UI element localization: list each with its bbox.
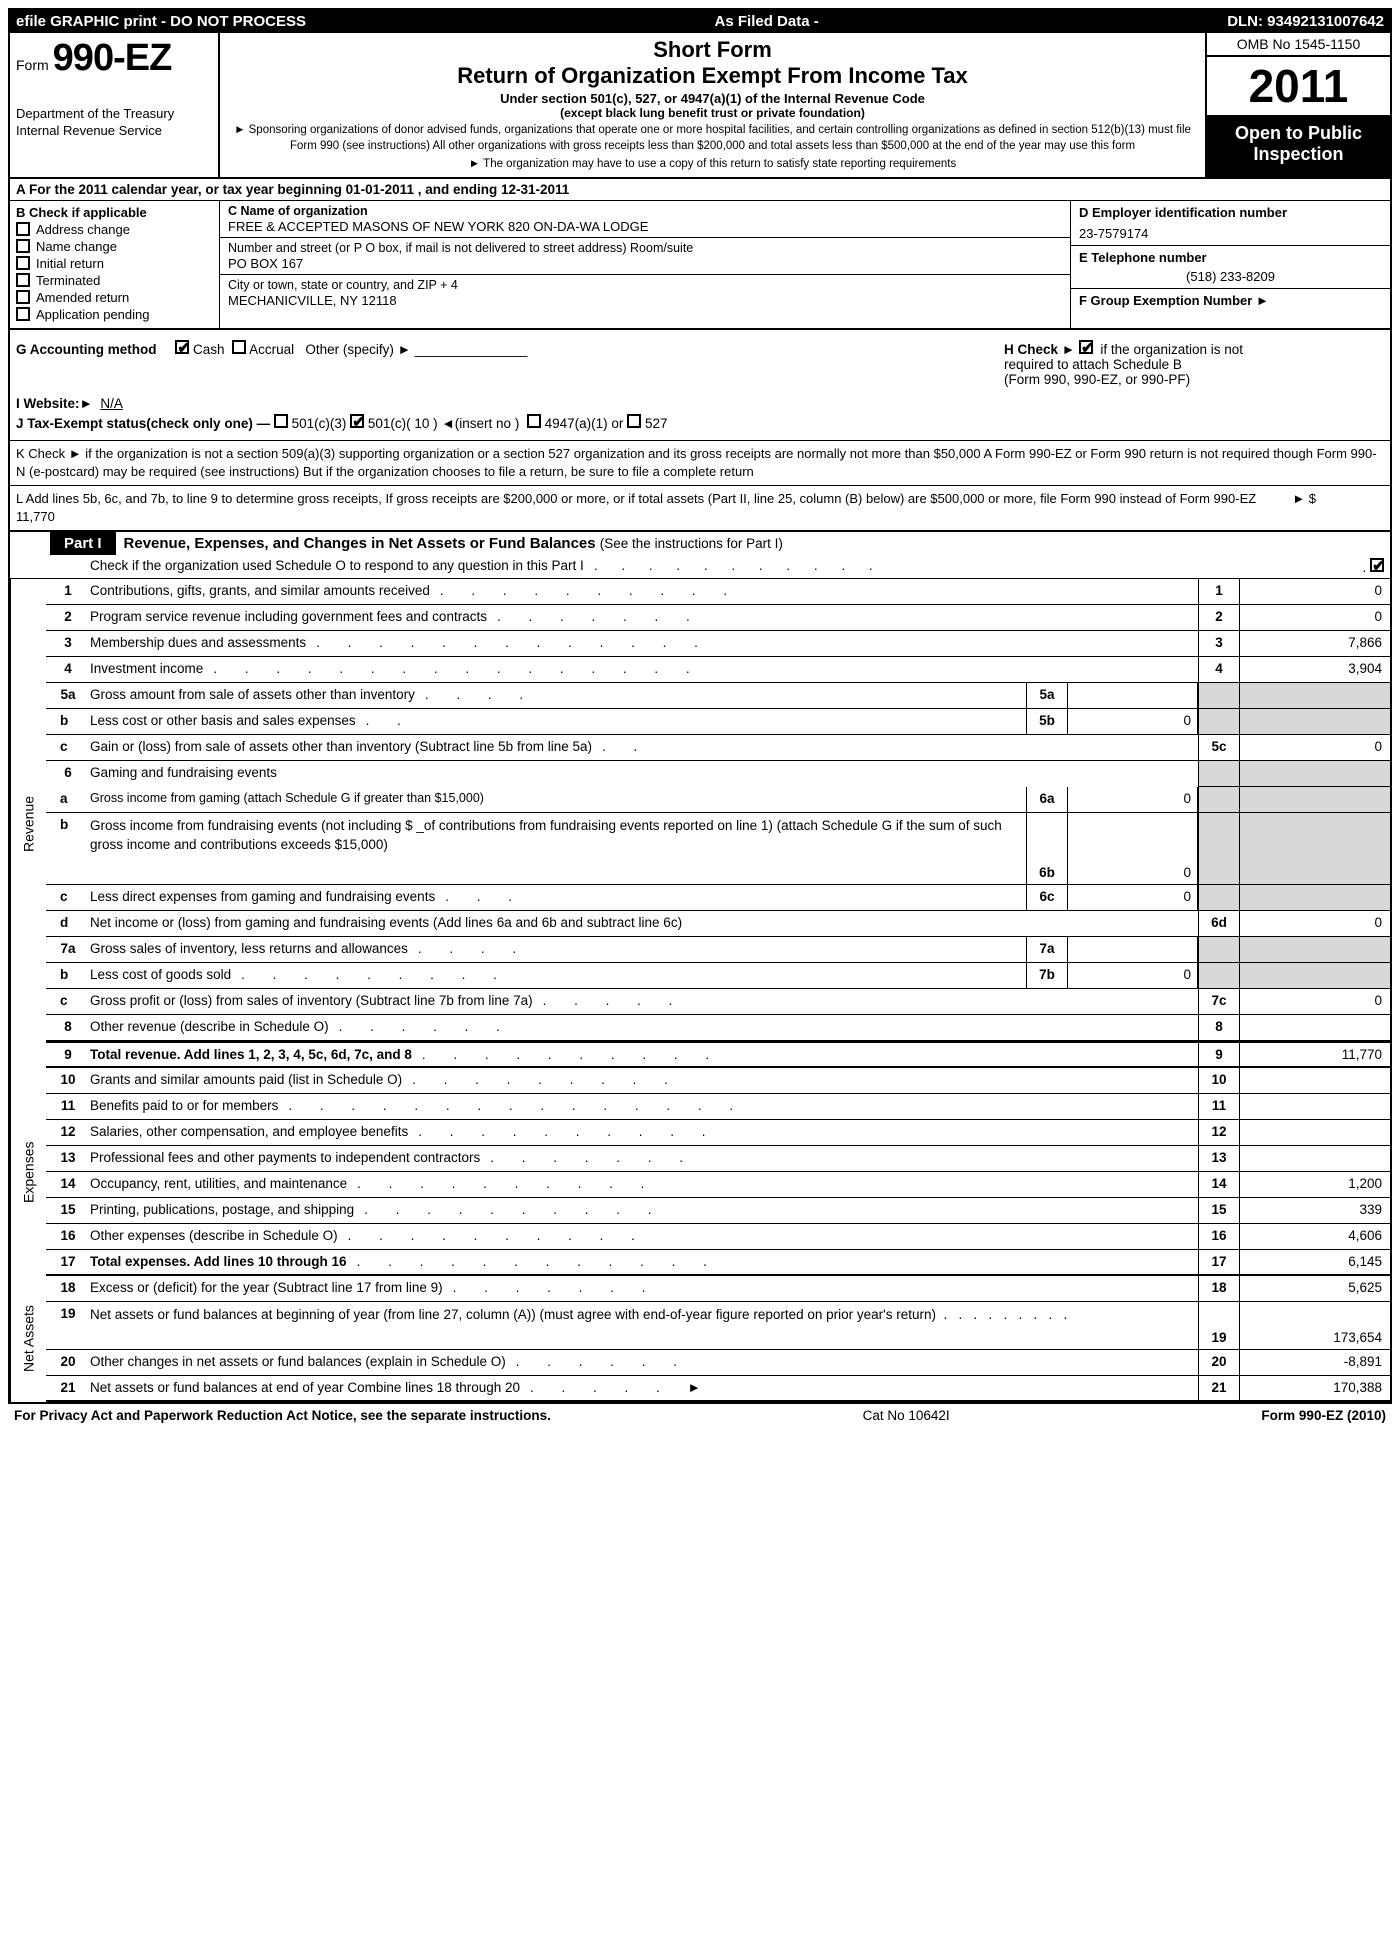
banner-mid: As Filed Data - (715, 13, 819, 30)
fine-2: The organization may have to use a copy … (230, 157, 1195, 173)
cb-initial[interactable] (16, 256, 30, 270)
cb-amended[interactable] (16, 290, 30, 304)
col-c: C Name of organization FREE & ACCEPTED M… (220, 201, 1070, 328)
h-block: H Check ► if the organization is not req… (1004, 340, 1384, 387)
d-val: 23-7579174 (1079, 226, 1382, 241)
cb-cash[interactable] (175, 340, 189, 354)
cb-h[interactable] (1079, 340, 1093, 354)
banner: efile GRAPHIC print - DO NOT PROCESS As … (10, 10, 1390, 33)
footer-right: Form 990-EZ (2010) (1261, 1408, 1386, 1423)
dept-2: Internal Revenue Service (16, 123, 212, 140)
i-val: N/A (100, 396, 123, 411)
cb-terminated[interactable] (16, 273, 30, 287)
header-right: OMB No 1545-1150 2011 Open to Public Ins… (1205, 33, 1390, 177)
j-label: J Tax-Exempt status(check only one) — (16, 416, 270, 431)
banner-left: efile GRAPHIC print - DO NOT PROCESS (16, 13, 306, 30)
f-label: F Group Exemption Number ► (1079, 293, 1382, 308)
i-label: I Website:► (16, 396, 93, 411)
c-city-val: MECHANICVILLE, NY 12118 (228, 293, 1062, 308)
header-center: Short Form Return of Organization Exempt… (220, 33, 1205, 177)
cb-501c[interactable] (350, 414, 364, 428)
return-title: Return of Organization Exempt From Incom… (230, 63, 1195, 89)
netassets-block: Net Assets 18Excess or (deficit) for the… (10, 1276, 1390, 1402)
part1-check: Check if the organization used Schedule … (10, 555, 1390, 579)
g-label: G Accounting method (16, 342, 157, 357)
header-left: Form 990-EZ Department of the Treasury I… (10, 33, 220, 177)
subtitle-1: Under section 501(c), 527, or 4947(a)(1)… (230, 91, 1195, 106)
e-val: (518) 233-8209 (1079, 269, 1382, 284)
c-street-label: Number and street (or P O box, if mail i… (228, 241, 1062, 255)
cb-4947[interactable] (527, 414, 541, 428)
c-city-label: City or town, state or country, and ZIP … (228, 278, 1062, 292)
form-container: efile GRAPHIC print - DO NOT PROCESS As … (8, 8, 1392, 1404)
part1-title: Revenue, Expenses, and Changes in Net As… (116, 535, 783, 552)
e-label: E Telephone number (1079, 250, 1382, 265)
header: Form 990-EZ Department of the Treasury I… (10, 33, 1390, 179)
fine-1: Sponsoring organizations of donor advise… (230, 123, 1195, 154)
col-def: D Employer identification number 23-7579… (1070, 201, 1390, 328)
cb-part1[interactable] (1370, 558, 1384, 572)
section-l: L Add lines 5b, 6c, and 7b, to line 9 to… (10, 485, 1390, 532)
section-gh: G Accounting method Cash Accrual Other (… (10, 330, 1390, 393)
section-bcdef: B Check if applicable Address change Nam… (10, 201, 1390, 330)
c-name-label: C Name of organization (228, 204, 1062, 218)
dept-1: Department of the Treasury (16, 106, 212, 123)
section-ij: I Website:► N/A J Tax-Exempt status(chec… (10, 396, 1390, 440)
side-expenses: Expenses (10, 1068, 46, 1276)
cb-name[interactable] (16, 239, 30, 253)
d-label: D Employer identification number (1079, 205, 1382, 220)
side-netassets: Net Assets (10, 1276, 46, 1402)
cb-527[interactable] (627, 414, 641, 428)
short-form: Short Form (230, 37, 1195, 63)
line-a: A For the 2011 calendar year, or tax yea… (10, 179, 1390, 201)
cb-address[interactable] (16, 222, 30, 236)
side-revenue: Revenue (10, 579, 46, 1068)
cb-501c3[interactable] (274, 414, 288, 428)
col-b: B Check if applicable Address change Nam… (10, 201, 220, 328)
part1-header: Part I Revenue, Expenses, and Changes in… (10, 532, 1390, 555)
b-label: B Check if applicable (16, 205, 213, 220)
expenses-block: Expenses 10Grants and similar amounts pa… (10, 1068, 1390, 1276)
c-name-val: FREE & ACCEPTED MASONS OF NEW YORK 820 O… (228, 219, 1062, 234)
form-number: 990-EZ (53, 37, 172, 80)
tax-year: 2011 (1207, 57, 1390, 117)
footer: For Privacy Act and Paperwork Reduction … (8, 1404, 1392, 1427)
section-k: K Check ► if the organization is not a s… (10, 440, 1390, 485)
open-public: Open to Public Inspection (1207, 117, 1390, 177)
footer-left: For Privacy Act and Paperwork Reduction … (14, 1408, 551, 1423)
revenue-block: Revenue 1 Contributions, gifts, grants, … (10, 579, 1390, 1068)
cb-accrual[interactable] (232, 340, 246, 354)
c-street-val: PO BOX 167 (228, 256, 1062, 271)
form-word: Form (16, 57, 49, 73)
footer-mid: Cat No 10642I (863, 1408, 950, 1423)
subtitle-2: (except black lung benefit trust or priv… (230, 106, 1195, 120)
omb-number: OMB No 1545-1150 (1207, 33, 1390, 57)
cb-pending[interactable] (16, 307, 30, 321)
part1-tag: Part I (50, 532, 116, 555)
banner-right: DLN: 93492131007642 (1227, 13, 1384, 30)
